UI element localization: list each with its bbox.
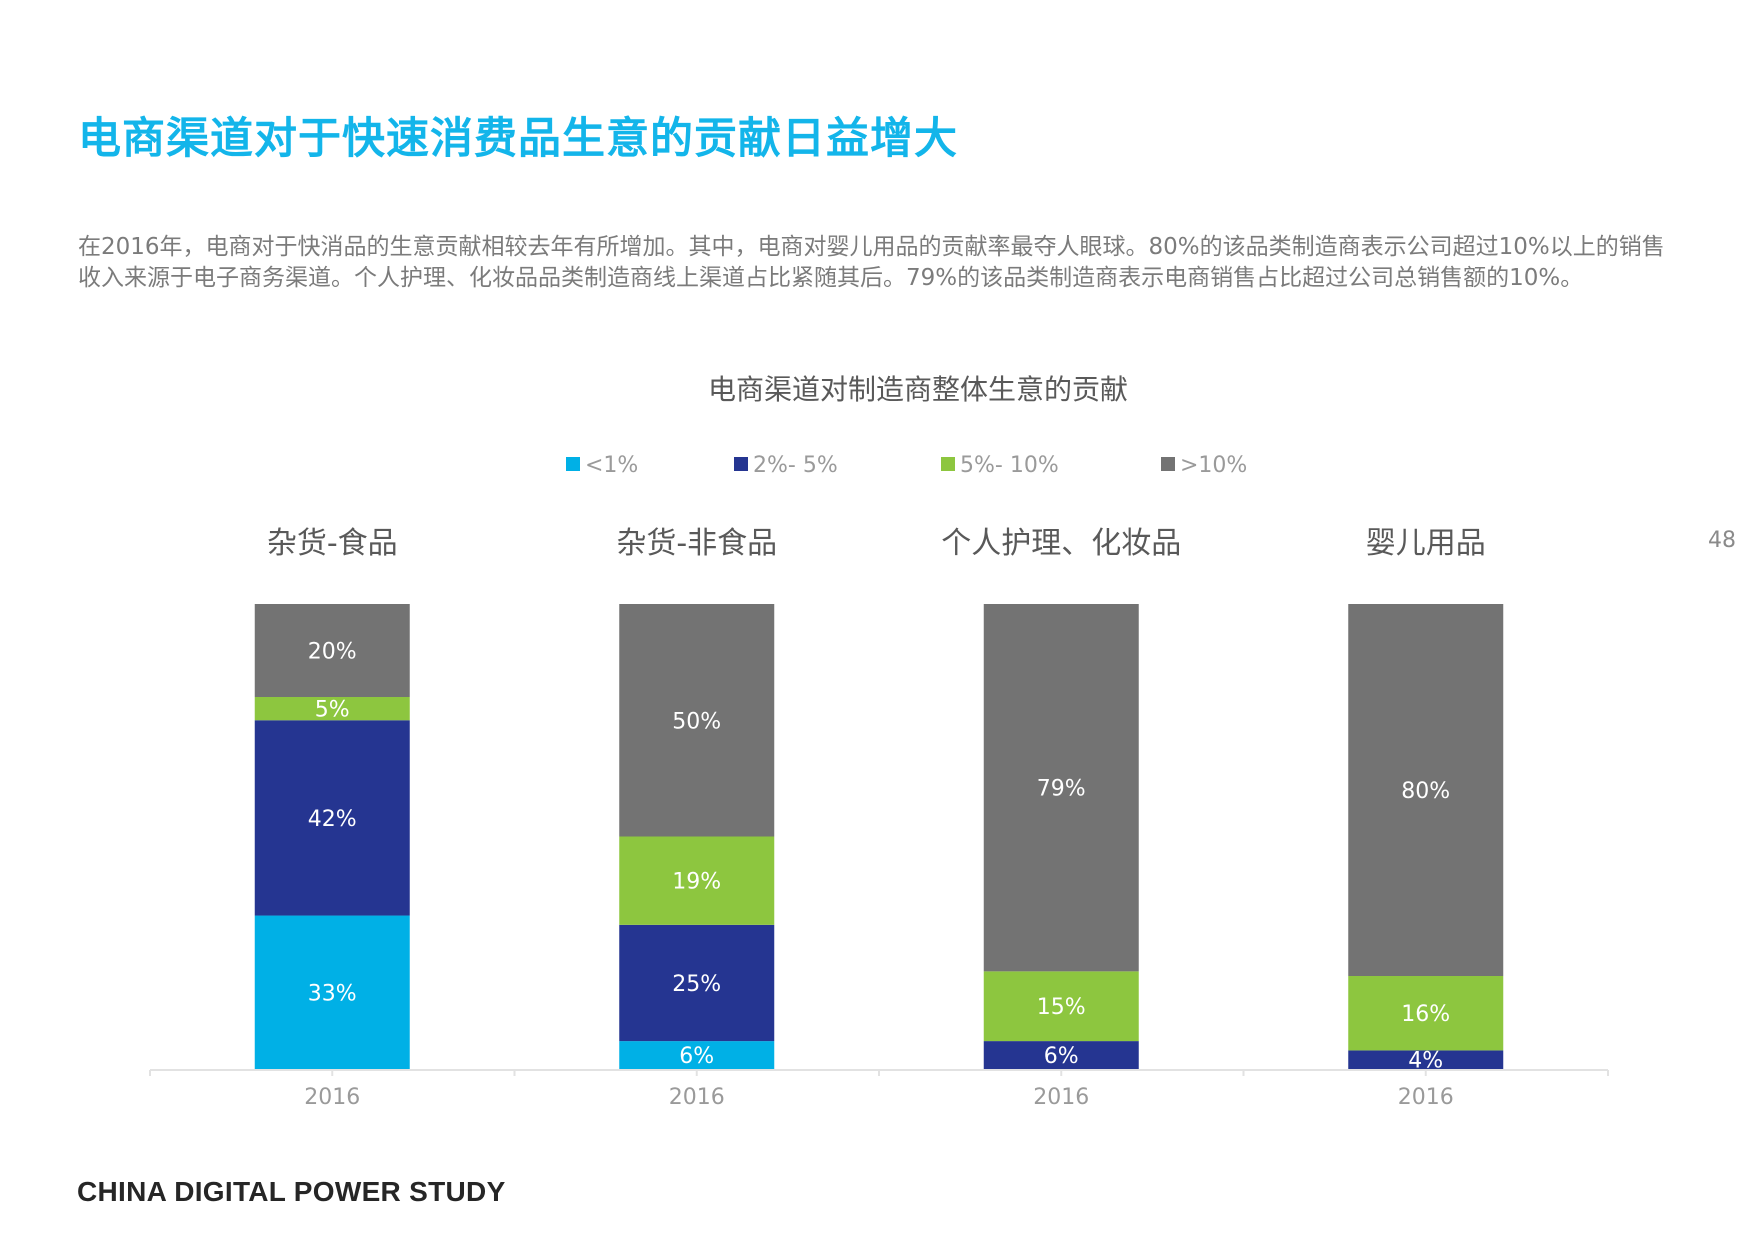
data-label: 80% [1401, 779, 1450, 804]
data-label: 6% [1044, 1044, 1079, 1069]
legend-swatch-below-1pct [566, 457, 580, 471]
bar-segment-5-10pct [254, 697, 410, 721]
page-title: 电商渠道对于快速消费品生意的贡献日益增大 [78, 114, 958, 164]
page-number: 48 [1708, 528, 1736, 553]
bar-segment-above-10pct [1348, 604, 1504, 976]
legend-label-2-5pct: 2%- 5% [753, 453, 838, 478]
legend-swatch-2-5pct [734, 457, 748, 471]
bar-segment-below-1pct [254, 915, 410, 1069]
data-label: 15% [1037, 995, 1086, 1020]
data-label: 79% [1037, 777, 1086, 802]
bar-segment-above-10pct [254, 604, 410, 697]
bar-segment-2-5pct [983, 1041, 1139, 1069]
data-label: 50% [672, 709, 721, 734]
legend-label-5-10pct: 5%- 10% [960, 453, 1059, 478]
bar-segment-5-10pct [619, 836, 775, 925]
data-label: 25% [672, 972, 721, 997]
x-tick-label: 2016 [1033, 1085, 1089, 1110]
legend-label-below-1pct: <1% [585, 453, 638, 478]
bar-segment-5-10pct [1348, 976, 1504, 1051]
category-title: 婴儿用品 [1366, 526, 1486, 561]
bar-segment-below-1pct [619, 1041, 775, 1069]
chart-title: 电商渠道对制造商整体生意的贡献 [708, 373, 1128, 406]
data-label: 20% [308, 640, 357, 665]
bar-segment-2-5pct [1348, 1050, 1504, 1069]
x-axis: 2016 2016 2016 2016 [149, 1069, 1609, 1110]
category-title: 杂货-非食品 [616, 526, 777, 561]
data-label: 6% [679, 1044, 714, 1069]
data-label: 33% [308, 981, 357, 1006]
bar-stacks: 33%42%5%20%6%25%19%50%6%15%79%4%16%80% [254, 604, 1504, 1074]
legend-swatch-5-10pct [941, 457, 955, 471]
chart-legend: <1% 2%- 5% 5%- 10% >10% [566, 453, 1247, 478]
legend-label-above-10pct: >10% [1180, 453, 1247, 478]
data-label: 16% [1401, 1002, 1450, 1027]
x-tick-label: 2016 [304, 1085, 360, 1110]
x-tick-label: 2016 [669, 1085, 725, 1110]
intro-paragraph: 在2016年，电商对于快消品的生意贡献相较去年有所增加。其中，电商对婴儿用品的贡… [78, 234, 1665, 291]
data-label: 5% [315, 698, 350, 723]
legend-swatch-above-10pct [1161, 457, 1175, 471]
bar-segment-5-10pct [983, 971, 1139, 1042]
bar-segment-2-5pct [254, 720, 410, 916]
data-label: 42% [308, 807, 357, 832]
category-titles: 杂货-食品 杂货-非食品 个人护理、化妆品 婴儿用品 [267, 526, 1486, 561]
x-tick-label: 2016 [1398, 1085, 1454, 1110]
footer-brand: CHINA DIGITAL POWER STUDY [77, 1176, 506, 1207]
bar-segment-above-10pct [619, 604, 775, 837]
category-title: 杂货-食品 [267, 526, 398, 561]
bar-segment-above-10pct [983, 604, 1139, 972]
bar-segment-2-5pct [619, 924, 775, 1042]
category-title: 个人护理、化妆品 [941, 526, 1181, 561]
data-label: 19% [672, 870, 721, 895]
